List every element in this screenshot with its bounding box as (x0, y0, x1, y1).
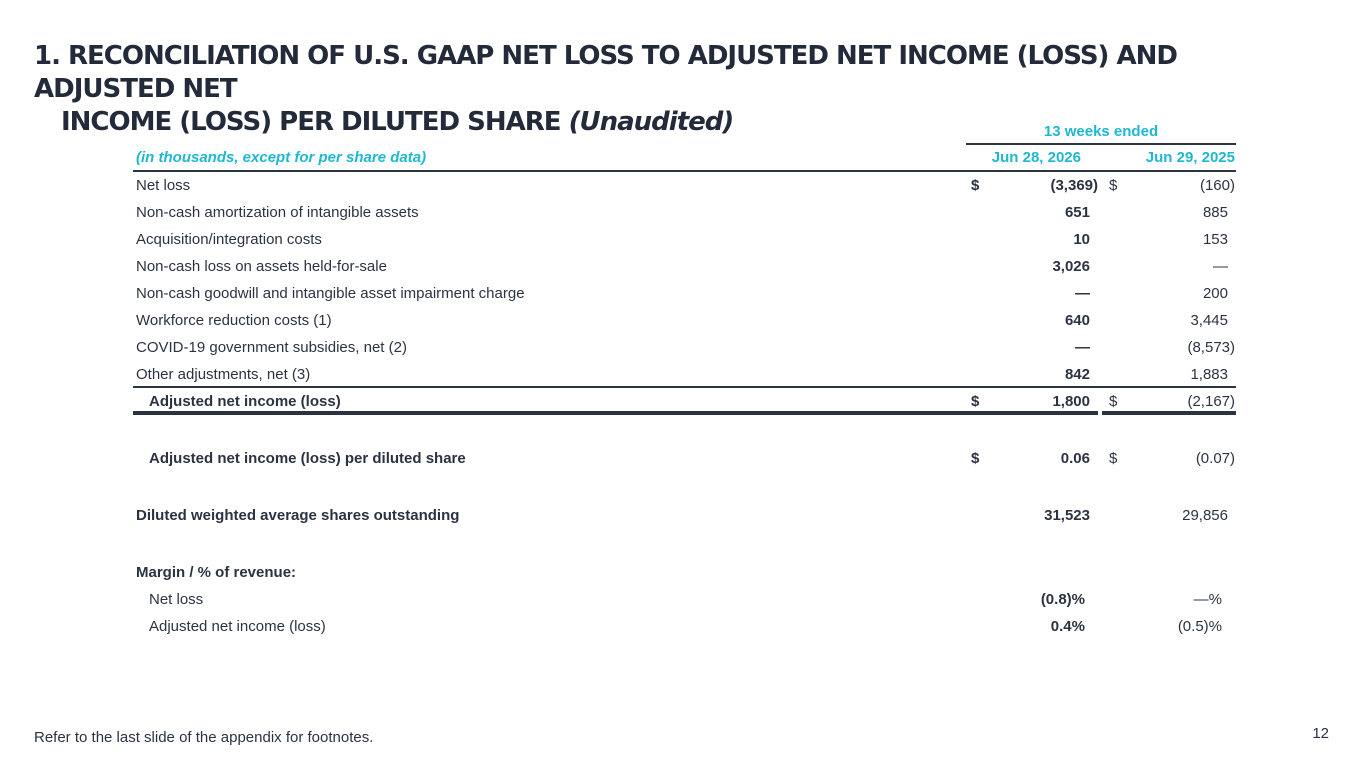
footnote: Refer to the last slide of the appendix … (34, 729, 374, 746)
title-line-1: 1. RECONCILIATION OF U.S. GAAP NET LOSS … (34, 41, 1178, 104)
row-label: COVID-19 government subsidies, net (2) (136, 339, 407, 356)
row-label: Adjusted net income (loss) (149, 618, 326, 635)
row-label: Adjusted net income (loss) (149, 393, 341, 410)
value-current: 842 (1064, 366, 1090, 383)
value-prior: 3,445 (1190, 312, 1228, 329)
value-prior: (0.07) (1195, 450, 1235, 467)
currency-symbol: $ (971, 393, 980, 410)
value-prior: (8,573) (1187, 339, 1235, 356)
value-prior: 153 (1202, 231, 1228, 248)
value-prior: 885 (1202, 204, 1228, 221)
value-current: (0.8)% (1040, 591, 1085, 608)
per-share-row: Adjusted net income (loss) per diluted s… (133, 445, 1236, 472)
currency-symbol: $ (1109, 450, 1118, 467)
value-current: 651 (1064, 204, 1090, 221)
value-prior: (160) (1199, 177, 1235, 194)
table-row: Non-cash amortization of intangible asse… (133, 199, 1236, 226)
value-prior: — (1213, 258, 1228, 275)
row-label: Net loss (149, 591, 204, 608)
value-prior: —% (1193, 591, 1222, 608)
margin-adjusted-row: Adjusted net income (loss) 0.4% (0.5)% (133, 613, 1236, 640)
row-label: Workforce reduction costs (1) (136, 312, 332, 329)
currency-symbol: $ (971, 450, 980, 467)
row-label: Acquisition/integration costs (136, 231, 322, 248)
value-current: — (1075, 339, 1090, 356)
column-header-prior: Jun 29, 2025 (1145, 149, 1235, 166)
value-current: 1,800 (1052, 393, 1090, 410)
row-label: Other adjustments, net (3) (136, 366, 311, 383)
title-unaudited: (Unaudited) (568, 107, 735, 137)
table-row: COVID-19 government subsidies, net (2) —… (133, 334, 1236, 361)
value-prior: (2,167) (1187, 393, 1235, 410)
column-header-current: Jun 28, 2026 (991, 149, 1081, 166)
row-label: Non-cash amortization of intangible asse… (136, 204, 419, 221)
table-row: Non-cash goodwill and intangible asset i… (133, 280, 1236, 307)
section-heading: Margin / % of revenue: (136, 564, 297, 581)
title-line-2: INCOME (LOSS) PER DILUTED SHARE (Unaudit… (34, 106, 1324, 139)
total-rule-prior (1102, 411, 1236, 415)
value-current: 31,523 (1044, 507, 1090, 524)
table-header-row: (in thousands, except for per share data… (133, 146, 1236, 172)
title-line-2-text: INCOME (LOSS) PER DILUTED SHARE (61, 107, 562, 137)
table-row: Net loss $ (3,369) $ (160) (133, 172, 1236, 199)
page-title: 1. RECONCILIATION OF U.S. GAAP NET LOSS … (34, 40, 1324, 139)
value-prior: 29,856 (1182, 507, 1228, 524)
table-row: Acquisition/integration costs 10 153 (133, 226, 1236, 253)
value-current: 640 (1064, 312, 1090, 329)
margin-net-loss-row: Net loss (0.8)% —% (133, 586, 1236, 613)
value-current: 3,026 (1052, 258, 1090, 275)
currency-symbol: $ (971, 177, 980, 194)
row-label: Non-cash goodwill and intangible asset i… (136, 285, 525, 302)
total-rule-current (133, 411, 1098, 415)
value-current: 0.4% (1050, 618, 1085, 635)
value-current: 10 (1073, 231, 1090, 248)
shares-row: Diluted weighted average shares outstand… (133, 502, 1236, 529)
value-prior: (0.5)% (1177, 618, 1222, 635)
value-current: (3,369) (1050, 177, 1098, 194)
value-prior: 1,883 (1190, 366, 1228, 383)
currency-symbol: $ (1109, 393, 1118, 410)
currency-symbol: $ (1109, 177, 1118, 194)
value-prior: 200 (1202, 285, 1228, 302)
units-note: (in thousands, except for per share data… (136, 149, 427, 166)
table-row: Non-cash loss on assets held-for-sale 3,… (133, 253, 1236, 280)
column-group-header: 13 weeks ended (966, 121, 1236, 145)
adjusted-net-income-row: Adjusted net income (loss) $ 1,800 $ (2,… (133, 388, 1236, 415)
margin-heading-row: Margin / % of revenue: (133, 559, 1236, 586)
table-row: Workforce reduction costs (1) 640 3,445 (133, 307, 1236, 334)
subtotal-rule (133, 386, 1236, 388)
row-label: Net loss (136, 177, 191, 194)
row-label: Diluted weighted average shares outstand… (136, 507, 460, 524)
page-number: 12 (1312, 725, 1329, 742)
value-current: 0.06 (1060, 450, 1090, 467)
row-label: Adjusted net income (loss) per diluted s… (149, 450, 466, 467)
row-label: Non-cash loss on assets held-for-sale (136, 258, 387, 275)
value-current: — (1075, 285, 1090, 302)
table-row: Other adjustments, net (3) 842 1,883 (133, 361, 1236, 388)
